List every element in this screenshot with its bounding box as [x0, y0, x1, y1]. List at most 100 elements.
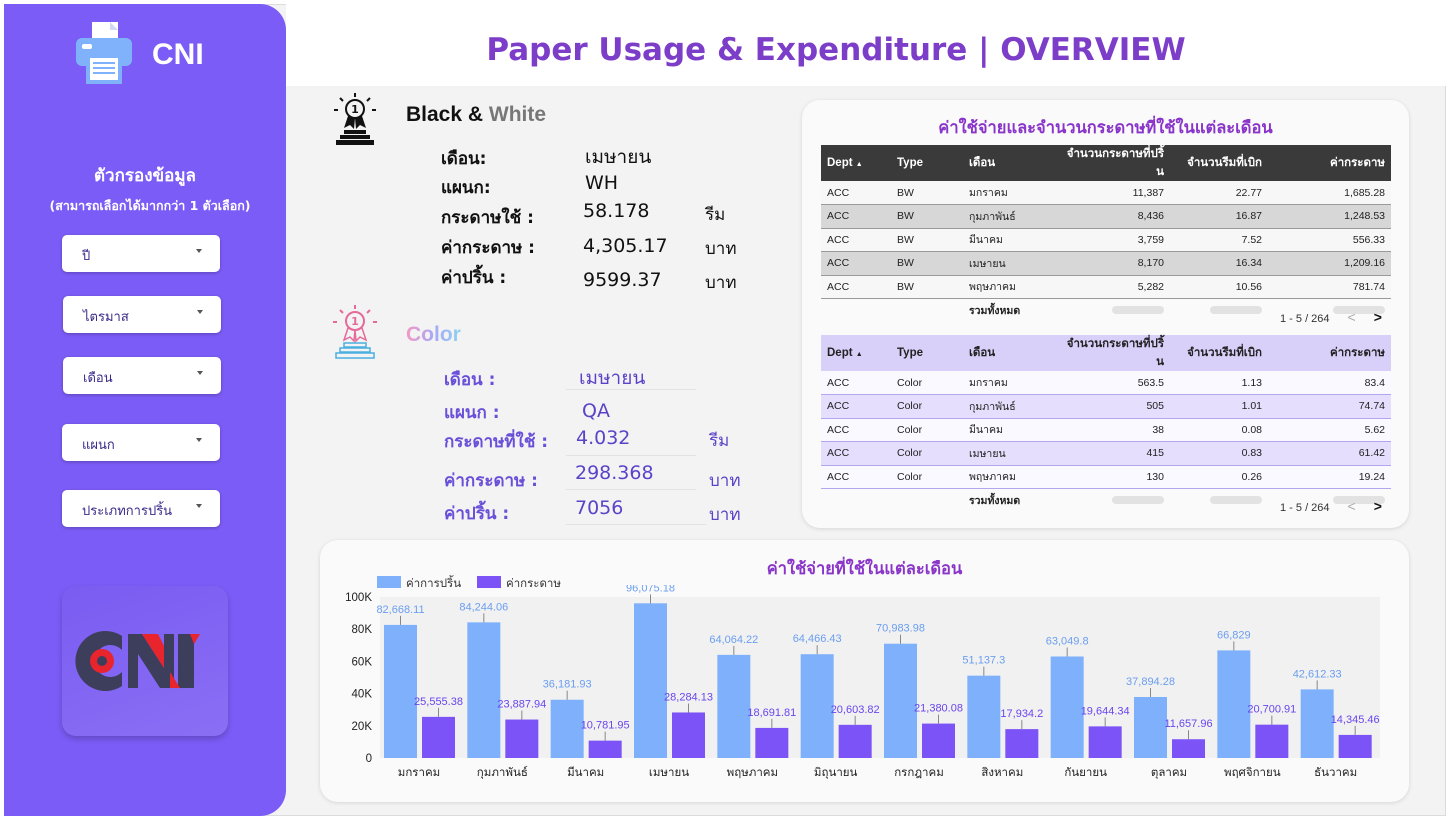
bar-print-cost[interactable]: [550, 699, 584, 758]
total-value-redacted: [1268, 299, 1391, 323]
table-cell: 8,170: [1058, 251, 1170, 276]
bar-print-cost[interactable]: [717, 654, 751, 758]
bw-title-black: Black &: [406, 103, 484, 126]
table-row[interactable]: ACC BW มีนาคม 3,759 7.52 556.33: [821, 228, 1391, 252]
table-cell: ACC: [821, 418, 891, 442]
color-cost-value: 298.368: [575, 462, 654, 484]
bar-paper-cost[interactable]: [1172, 739, 1205, 758]
header: Paper Usage & Expenditure | OVERVIEW: [286, 4, 1446, 86]
chevron-left-icon[interactable]: <: [1347, 309, 1356, 325]
paper-cost-column-header[interactable]: ค่ากระดาษ: [1268, 335, 1391, 371]
bar-print-cost[interactable]: [967, 675, 1001, 758]
bw-print-value: 9599.37: [583, 269, 662, 291]
bar-paper-cost[interactable]: [1005, 729, 1039, 758]
table-cell: กุมภาพันธ์: [963, 394, 1058, 419]
filter-title: ตัวกรองข้อมูล: [94, 166, 196, 186]
table-cell: 11,387: [1058, 181, 1170, 205]
chevron-right-icon[interactable]: >: [1373, 498, 1382, 514]
bar-paper-cost[interactable]: [588, 740, 622, 758]
table-row[interactable]: ACC BW พฤษภาคม 5,282 10.56 781.74: [821, 275, 1391, 299]
bar-paper-cost[interactable]: [1338, 734, 1372, 758]
bar-paper-cost[interactable]: [505, 719, 539, 758]
year-filter-dropdown[interactable]: ปี: [62, 235, 220, 272]
bar-print-cost[interactable]: [1300, 689, 1334, 758]
chart-title: ค่าใช้จ่ายที่ใช้ในแต่ละเดือน: [766, 559, 963, 578]
bar-paper-cost[interactable]: [422, 716, 455, 758]
table-cell: ACC: [821, 228, 891, 252]
table-cell: 3,759: [1058, 228, 1170, 252]
table-row[interactable]: ACC Color กุมภาพันธ์ 505 1.01 74.74: [821, 394, 1391, 419]
table-cell: มกราคม: [963, 181, 1058, 205]
x-tick-label: ธันวาคม: [1314, 765, 1357, 779]
bar-paper-cost[interactable]: [672, 712, 705, 758]
bw-month-label: เดือน:: [441, 149, 487, 169]
x-tick-label: ตุลาคม: [1151, 765, 1187, 779]
bar-paper-cost[interactable]: [1255, 724, 1289, 758]
table-cell: ACC: [821, 181, 891, 205]
chevron-right-icon[interactable]: >: [1373, 309, 1382, 325]
dept-column-header[interactable]: Dept ▲: [821, 145, 891, 181]
table-cell: 61.42: [1268, 441, 1391, 466]
table-cell: ACC: [821, 441, 891, 466]
data-label: 21,380.08: [914, 703, 963, 715]
caret-down-icon: [196, 438, 202, 442]
month-filter-dropdown[interactable]: เดือน: [63, 357, 221, 394]
bar-print-cost[interactable]: [800, 654, 834, 758]
table-row[interactable]: ACC Color พฤษภาคม 130 0.26 19.24: [821, 465, 1391, 489]
type-column-header[interactable]: Type: [891, 335, 963, 371]
y-tick-label: 40K: [352, 689, 373, 701]
data-label: 51,137.3: [962, 655, 1005, 667]
bar-print-cost[interactable]: [384, 624, 417, 758]
bar-paper-cost[interactable]: [838, 724, 872, 758]
department-filter-dropdown[interactable]: แผนก: [62, 424, 220, 461]
table-cell: Color: [891, 394, 963, 419]
table-cell: BW: [891, 251, 963, 276]
table-row[interactable]: ACC Color มีนาคม 38 0.08 5.62: [821, 418, 1391, 442]
table-row[interactable]: ACC Color เมษายน 415 0.83 61.42: [821, 441, 1391, 466]
award-medal-icon: 1: [334, 93, 376, 145]
sheets-printed-column-header[interactable]: จำนวนกระดาษที่ปริ้น: [1058, 335, 1170, 371]
divider: [566, 524, 706, 525]
bw-paper-label: กระดาษใช้ :: [441, 208, 534, 228]
reams-column-header[interactable]: จำนวนรีมที่เบิก: [1170, 335, 1268, 371]
dropdown-label: แผนก: [82, 438, 115, 453]
dropdown-label: ไตรมาส: [83, 310, 129, 325]
bar-paper-cost[interactable]: [1088, 726, 1122, 758]
table-row[interactable]: ACC BW กุมภาพันธ์ 8,436 16.87 1,248.53: [821, 204, 1391, 229]
dept-column-header[interactable]: Dept ▲: [821, 335, 891, 371]
sheets-printed-column-header[interactable]: จำนวนกระดาษที่ปริ้น: [1058, 145, 1170, 181]
bar-print-cost[interactable]: [634, 603, 667, 758]
type-column-header[interactable]: Type: [891, 145, 963, 181]
table-row[interactable]: ACC BW มกราคม 11,387 22.77 1,685.28: [821, 181, 1391, 205]
data-label: 64,466.43: [793, 633, 842, 645]
table-row[interactable]: ACC Color มกราคม 563.5 1.13 83.4: [821, 371, 1391, 395]
table-cell: มีนาคม: [963, 418, 1058, 442]
table-cell: BW: [891, 204, 963, 229]
redacted-value: [1333, 495, 1385, 504]
total-value-redacted: [1170, 489, 1268, 513]
table-row[interactable]: ACC BW เมษายน 8,170 16.34 1,209.16: [821, 251, 1391, 276]
bw-cost-label: ค่ากระดาษ :: [441, 238, 535, 258]
pager-range: 1 - 5 / 264: [1280, 313, 1330, 325]
month-column-header[interactable]: เดือน: [963, 145, 1058, 181]
bw-print-label: ค่าปริ้น :: [441, 268, 507, 288]
total-label: รวมทั้งหมด: [969, 305, 1021, 317]
paper-cost-column-header[interactable]: ค่ากระดาษ: [1268, 145, 1391, 181]
bar-print-cost[interactable]: [1217, 650, 1251, 758]
month-column-header[interactable]: เดือน: [963, 335, 1058, 371]
legend-label-print-cost: ค่าการปริ้น: [406, 576, 462, 590]
bar-print-cost[interactable]: [1134, 696, 1167, 758]
data-label: 84,244.06: [459, 601, 508, 613]
table-cell: 1.13: [1170, 371, 1268, 395]
bar-paper-cost[interactable]: [922, 723, 955, 758]
bar-print-cost[interactable]: [1050, 656, 1084, 758]
chevron-left-icon[interactable]: <: [1347, 498, 1356, 514]
table-cell: [891, 299, 963, 323]
print-type-filter-dropdown[interactable]: ประเภทการปริ้น: [62, 490, 220, 527]
total-label: รวมทั้งหมด: [969, 495, 1021, 507]
quarter-filter-dropdown[interactable]: ไตรมาส: [63, 296, 221, 333]
bar-print-cost[interactable]: [884, 643, 917, 758]
reams-column-header[interactable]: จำนวนรีมที่เบิก: [1170, 145, 1268, 181]
bar-paper-cost[interactable]: [755, 727, 789, 758]
bar-print-cost[interactable]: [467, 622, 501, 758]
